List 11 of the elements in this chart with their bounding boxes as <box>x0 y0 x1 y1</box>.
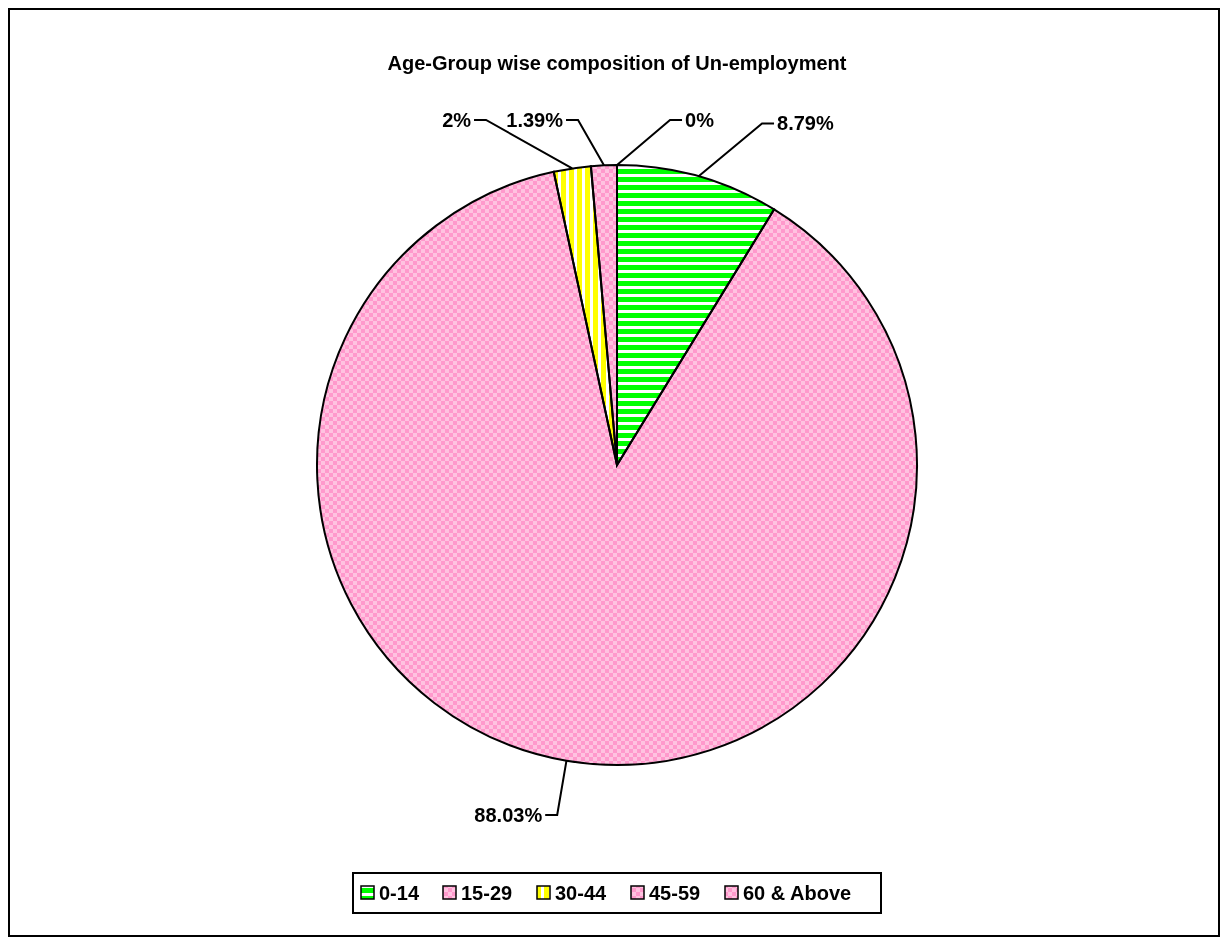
text: 0% <box>685 109 714 131</box>
legend-label: 15-29 <box>461 882 513 904</box>
legend-label: 30-44 <box>555 882 608 904</box>
legend-label: 45-59 <box>649 882 701 904</box>
data-label: 8.79% <box>777 112 834 135</box>
data-label: 88.03% <box>474 803 543 826</box>
legend-label: 60 & Above <box>743 882 852 904</box>
data-label: 1.39% <box>506 109 564 131</box>
legend-label: 0-14 <box>379 882 420 904</box>
data-label: 2% <box>442 109 472 131</box>
chart-title: Age-Group wise composition of Un-employment <box>387 52 847 74</box>
